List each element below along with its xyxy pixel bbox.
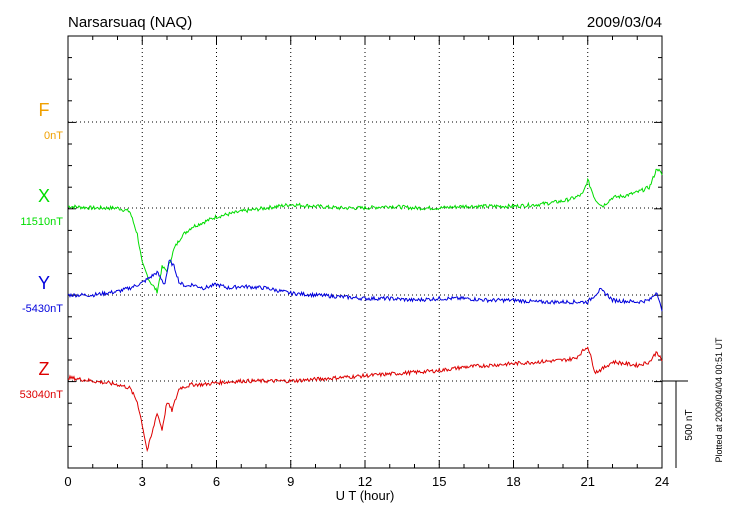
x-tick-labels: 0 3 6 9 12 15 18 21 24 xyxy=(64,474,669,489)
x-tick-label: 6 xyxy=(213,474,220,489)
channel-f-name: F xyxy=(39,100,50,120)
channel-x-baseline: 11510nT xyxy=(20,216,63,228)
channel-z-name: Z xyxy=(39,359,50,379)
x-tick-label: 3 xyxy=(139,474,146,489)
x-tick-label: 24 xyxy=(655,474,669,489)
x-tick-label: 21 xyxy=(581,474,595,489)
channel-z-baseline: 53040nT xyxy=(20,389,64,401)
axis-ticks xyxy=(67,35,663,468)
date-label: 2009/03/04 xyxy=(587,14,662,31)
scale-bar: 500 nT xyxy=(662,380,695,468)
plotted-at-label: Plotted at 2009/04/04 00:51 UT xyxy=(714,337,724,463)
x-axis-label: U T (hour) xyxy=(336,488,395,503)
series-y-trace xyxy=(67,259,663,312)
channel-f-baseline: 0nT xyxy=(44,130,63,142)
grid xyxy=(68,36,662,468)
station-title: Narsarsuaq (NAQ) xyxy=(68,14,192,31)
channel-y-baseline: -5430nT xyxy=(22,303,63,315)
x-tick-label: 12 xyxy=(358,474,372,489)
x-tick-label: 15 xyxy=(432,474,446,489)
channel-y-name: Y xyxy=(38,273,50,293)
channel-x-name: X xyxy=(38,186,50,206)
series-x-trace xyxy=(67,168,663,294)
x-tick-label: 9 xyxy=(287,474,294,489)
x-tick-label: 0 xyxy=(64,474,71,489)
series-traces xyxy=(67,168,663,453)
scale-bar-label: 500 nT xyxy=(684,409,695,440)
series-z-trace xyxy=(67,346,663,453)
x-tick-label: 18 xyxy=(506,474,520,489)
channel-labels: F 0nT X 11510nT Y -5430nT Z 53040nT xyxy=(20,100,64,401)
